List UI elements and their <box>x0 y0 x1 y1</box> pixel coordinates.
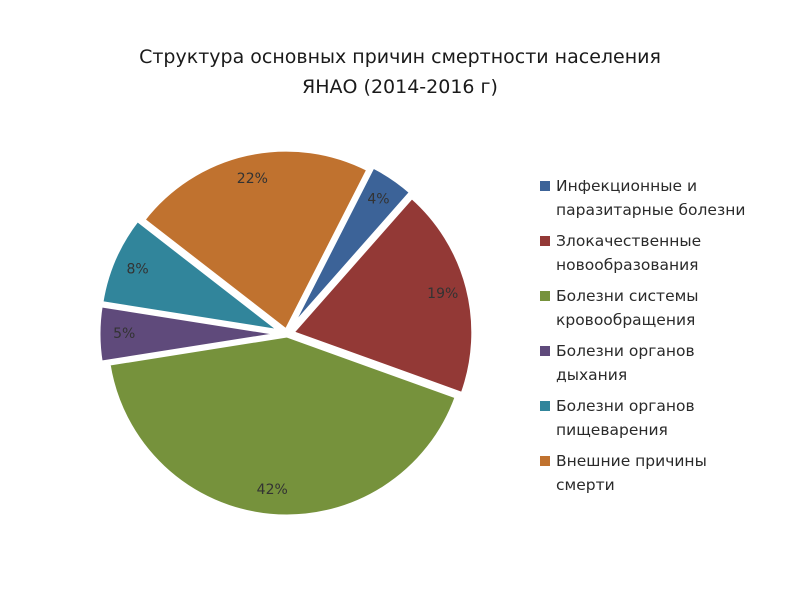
legend-swatch <box>540 456 550 466</box>
legend-swatch <box>540 346 550 356</box>
pie-slice-3 <box>107 334 459 518</box>
pie-slice-1 <box>290 164 413 329</box>
pie-slice-6 <box>141 148 370 333</box>
chart-title-line-2: ЯНАО (2014-2016 г) <box>302 76 498 98</box>
chart-title-line-1: Структура основных причин смертности нас… <box>139 46 661 68</box>
legend-item: Инфекционные и паразитарные болезни <box>540 174 790 222</box>
legend-swatch <box>540 291 550 301</box>
legend-label: Злокачественные новообразования <box>556 232 702 274</box>
legend-label: Болезни органов дыхания <box>556 342 695 384</box>
legend-label: Болезни системы кровообращения <box>556 287 699 329</box>
legend-swatch <box>540 236 550 246</box>
legend-item: Болезни органов пищеварения <box>540 394 790 442</box>
legend-swatch <box>540 401 550 411</box>
pie-slice-2 <box>290 195 475 396</box>
pie-slice-5 <box>100 218 281 333</box>
pie-slice-4 <box>97 304 280 364</box>
legend-label: Внешние причины смерти <box>556 452 707 494</box>
chart-title: Структура основных причин смертности нас… <box>0 42 800 102</box>
legend-swatch <box>540 181 550 191</box>
legend-item: Внешние причины смерти <box>540 449 790 497</box>
slice-label-6: 22% <box>237 171 268 187</box>
slice-label-4: 5% <box>113 326 135 342</box>
slice-label-1: 4% <box>367 191 389 207</box>
slice-label-5: 8% <box>126 261 148 277</box>
legend-item: Болезни системы кровообращения <box>540 284 790 332</box>
legend-item: Болезни органов дыхания <box>540 339 790 387</box>
legend-label: Болезни органов пищеварения <box>556 397 695 439</box>
legend-item: Злокачественные новообразования <box>540 229 790 277</box>
legend-label: Инфекционные и паразитарные болезни <box>556 177 746 219</box>
slice-label-2: 19% <box>427 286 458 302</box>
legend: Инфекционные и паразитарные болезни Злока… <box>540 174 790 504</box>
slice-label-3: 42% <box>257 482 288 498</box>
